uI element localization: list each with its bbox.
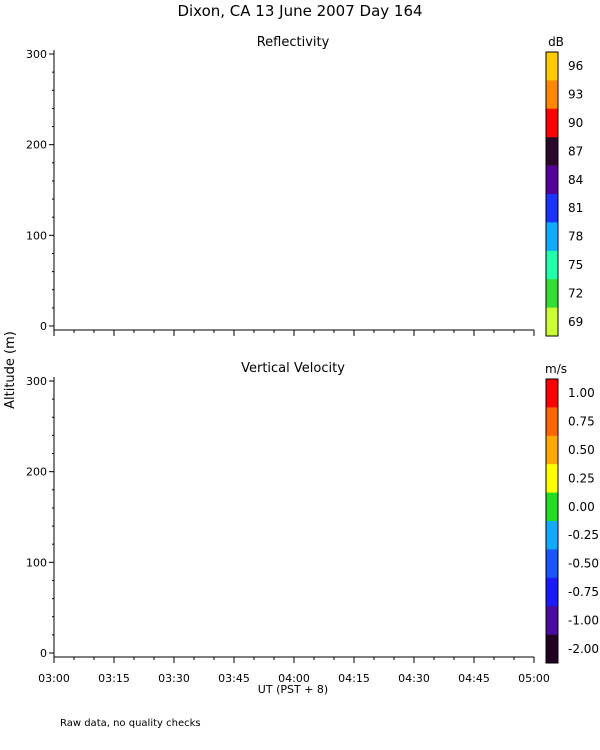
y-tick-label: 200 bbox=[26, 139, 47, 152]
x-tick-label: 03:15 bbox=[98, 672, 130, 685]
colorbar-label: 72 bbox=[568, 286, 583, 300]
colorbar: m/s1.00 0.75 0.50 0.25 0.00 -0.25 -0.50 -0.75 -1… bbox=[545, 362, 599, 664]
y-axis-label: Altitude (m) bbox=[3, 331, 18, 409]
colorbar-swatch bbox=[546, 634, 558, 664]
reflectivity-panel: Reflectivity 0 100 200 300 dB 96 93 90 87 84 81 78 75… bbox=[26, 35, 583, 337]
colorbar-swatch bbox=[546, 279, 558, 308]
colorbar-swatch bbox=[546, 464, 558, 493]
colorbar-frame bbox=[545, 51, 559, 337]
colorbar-label: 0.00 bbox=[568, 500, 595, 514]
colorbar-label: 84 bbox=[568, 173, 583, 187]
colorbar-swatch bbox=[546, 379, 558, 408]
colorbar-swatch bbox=[546, 165, 558, 195]
x-tick-label: 03:30 bbox=[158, 672, 190, 685]
colorbar-swatch bbox=[546, 435, 558, 465]
colorbar-label: -0.25 bbox=[568, 528, 599, 542]
colorbar-label: 0.25 bbox=[568, 471, 595, 485]
colorbar-swatch bbox=[546, 137, 558, 166]
y-tick-label: 200 bbox=[26, 466, 47, 479]
colorbar-frame bbox=[545, 378, 559, 664]
colorbar-swatch bbox=[546, 80, 558, 110]
x-tick-label: 04:00 bbox=[278, 672, 310, 685]
colorbar-swatch bbox=[546, 222, 558, 252]
colorbar-swatch bbox=[546, 108, 558, 138]
colorbar-swatch bbox=[546, 407, 558, 437]
colorbar-swatch bbox=[546, 52, 558, 81]
colorbar-swatch bbox=[546, 307, 558, 337]
colorbar-swatch bbox=[546, 250, 558, 280]
velocity-panel: Vertical Velocity 0 100 200 300 03:00 03:15 03:… bbox=[26, 361, 599, 685]
y-tick-label: 100 bbox=[26, 229, 47, 242]
colorbar-label: -2.00 bbox=[568, 642, 599, 656]
colorbar-label: 0.50 bbox=[568, 443, 595, 457]
y-tick-label: 300 bbox=[26, 375, 47, 388]
y-tick-label: 0 bbox=[40, 320, 47, 333]
colorbar-swatch bbox=[546, 492, 558, 522]
panel-title: Vertical Velocity bbox=[241, 361, 345, 376]
x-tick-label: 04:15 bbox=[338, 672, 370, 685]
colorbar-swatch bbox=[546, 194, 558, 223]
x-tick-label: 04:30 bbox=[398, 672, 430, 685]
x-tick-label: 03:45 bbox=[218, 672, 250, 685]
colorbar-label: 93 bbox=[568, 88, 583, 102]
colorbar-label: 81 bbox=[568, 201, 583, 215]
colorbar-swatch bbox=[546, 521, 558, 550]
x-tick-label: 03:00 bbox=[38, 672, 70, 685]
footnote: Raw data, no quality checks bbox=[60, 718, 201, 729]
colorbar-label: 69 bbox=[568, 315, 583, 329]
colorbar-label: -0.50 bbox=[568, 557, 599, 571]
colorbar-label: -1.00 bbox=[568, 613, 599, 627]
x-tick-label: 05:00 bbox=[518, 672, 550, 685]
colorbar-label: 96 bbox=[568, 59, 583, 73]
colorbar-unit: dB bbox=[548, 35, 564, 49]
colorbar-swatch bbox=[546, 577, 558, 607]
figure-title: Dixon, CA 13 June 2007 Day 164 bbox=[177, 2, 422, 20]
panel-title: Reflectivity bbox=[257, 35, 330, 50]
y-tick-label: 0 bbox=[40, 647, 47, 660]
colorbar-label: 87 bbox=[568, 144, 583, 158]
colorbar-unit: m/s bbox=[545, 362, 567, 376]
colorbar-swatch bbox=[546, 549, 558, 579]
y-tick-label: 100 bbox=[26, 556, 47, 569]
colorbar: dB 96 93 90 87 84 81 78 75 72 69 bbox=[545, 35, 583, 337]
y-tick-label: 300 bbox=[26, 48, 47, 61]
colorbar-label: 1.00 bbox=[568, 386, 595, 400]
colorbar-label: 90 bbox=[568, 116, 583, 130]
colorbar-label: 78 bbox=[568, 230, 583, 244]
x-tick-label: 04:45 bbox=[458, 672, 490, 685]
x-axis-label: UT (PST + 8) bbox=[258, 683, 328, 696]
colorbar-label: 75 bbox=[568, 258, 583, 272]
colorbar-label: -0.75 bbox=[568, 585, 599, 599]
colorbar-label: 0.75 bbox=[568, 415, 595, 429]
colorbar-swatch bbox=[546, 606, 558, 635]
